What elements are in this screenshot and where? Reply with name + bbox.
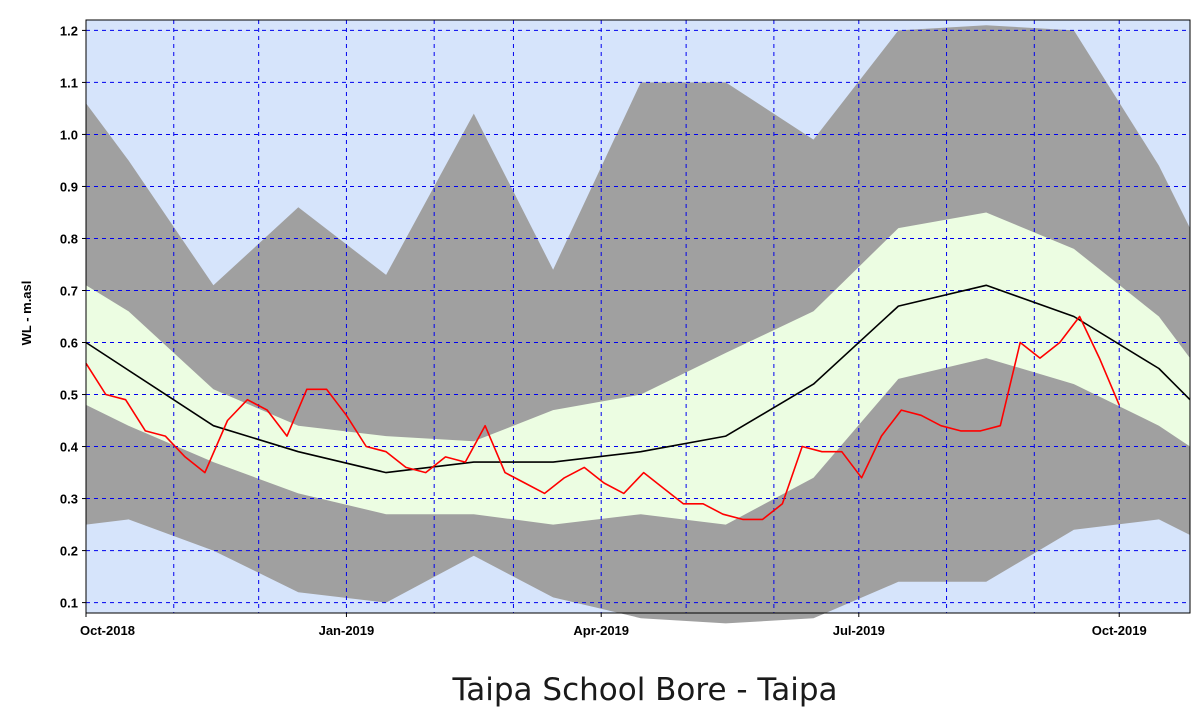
y-tick-label: 0.8 (60, 231, 78, 246)
y-tick-label: 0.7 (60, 283, 78, 298)
y-tick-label: 0.1 (60, 596, 78, 611)
y-tick-label: 1.2 (60, 23, 78, 38)
y-tick-label: 0.3 (60, 492, 78, 507)
y-tick-label: 0.6 (60, 336, 78, 351)
y-tick-label: 0.2 (60, 544, 78, 559)
x-tick-label: Oct-2019 (1092, 623, 1147, 638)
y-axis-label: WL - m.asl (19, 281, 34, 346)
y-tick-label: 1.1 (60, 75, 78, 90)
chart-caption: Taipa School Bore - Taipa (452, 672, 838, 708)
plot-frame (85, 19, 1191, 614)
y-tick-label: 0.4 (60, 440, 79, 455)
median-series-line (85, 284, 1191, 474)
observed-series-line (85, 315, 1120, 521)
y-tick-label: 0.5 (60, 388, 78, 403)
x-tick-label: Jul-2019 (833, 623, 885, 638)
x-tick-label: Oct-2018 (80, 623, 135, 638)
hydrograph-chart: 0.1 0.2 0.3 0.4 0.5 0.6 0.7 0.8 0.9 1.0 1.1 1.2 Oct… (19, 19, 1191, 638)
y-tick-label: 0.9 (60, 179, 78, 194)
y-tick-label: 1.0 (60, 127, 78, 142)
x-tick-label: Apr-2019 (573, 623, 629, 638)
x-tick-label: Jan-2019 (319, 623, 375, 638)
